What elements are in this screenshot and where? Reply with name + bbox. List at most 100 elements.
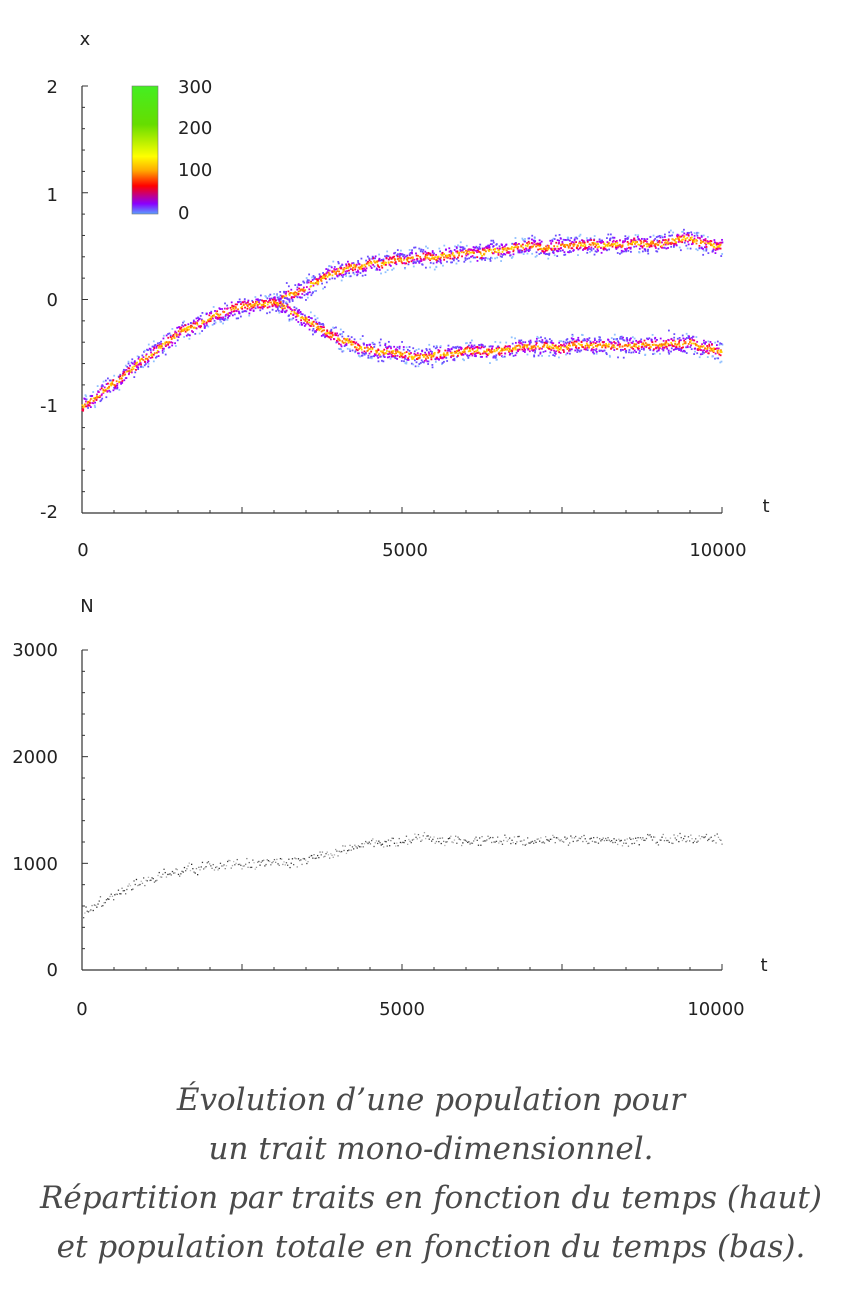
heatmap-cell (657, 349, 660, 352)
scatter-point (379, 842, 381, 844)
heatmap-cell (357, 261, 360, 264)
heatmap-cell (405, 346, 408, 349)
heatmap-cell (641, 246, 644, 249)
heatmap-cell (515, 242, 517, 244)
heatmap-cell (346, 270, 349, 272)
heatmap-cell (621, 345, 624, 348)
scatter-point (171, 870, 174, 873)
scatter-point (578, 837, 580, 839)
scatter-point (655, 842, 657, 844)
heatmap-cell (711, 350, 714, 352)
heatmap-cell (333, 338, 336, 341)
scatter-point (332, 856, 334, 858)
heatmap-cell (641, 250, 644, 253)
heatmap-cell (471, 251, 474, 254)
heatmap-cell (292, 296, 294, 299)
scatter-point (246, 857, 248, 860)
heatmap-cell (119, 373, 122, 376)
heatmap-cell (595, 352, 598, 355)
heatmap-cell (444, 254, 447, 257)
scatter-point (229, 859, 231, 862)
heatmap-cell (285, 294, 288, 297)
heatmap-cell (112, 379, 114, 382)
heatmap-cell (504, 345, 507, 348)
heatmap-cell (612, 236, 615, 239)
heatmap-cell (678, 246, 681, 249)
heatmap-cell (391, 261, 394, 264)
heatmap-cell (603, 344, 606, 347)
scatter-point (677, 835, 679, 837)
heatmap-cell (233, 313, 236, 316)
heatmap-cell (110, 384, 113, 387)
scatter-point (699, 838, 702, 840)
heatmap-cell (308, 324, 311, 327)
heatmap-cell (610, 347, 612, 350)
heatmap-cell (327, 269, 329, 272)
heatmap-cell (428, 252, 430, 255)
heatmap-cell (500, 253, 503, 255)
scatter-point (155, 880, 157, 882)
heatmap-cell (703, 339, 705, 342)
heatmap-cell (463, 359, 465, 362)
heatmap-cell (437, 349, 440, 351)
heatmap-cell (633, 245, 636, 248)
heatmap-cell (486, 353, 489, 356)
heatmap-cell (499, 255, 502, 258)
heatmap-cell (348, 263, 351, 266)
heatmap-cell (667, 247, 669, 249)
heatmap-cell (667, 242, 670, 245)
heatmap-cell (521, 243, 524, 246)
heatmap-cell (178, 326, 181, 328)
heatmap-cell (667, 339, 670, 342)
heatmap-cell (385, 352, 388, 355)
heatmap-cell (608, 354, 611, 357)
heatmap-cell (487, 244, 489, 247)
heatmap-cell (127, 360, 130, 363)
heatmap-cell (229, 306, 232, 309)
heatmap-cell (558, 341, 561, 344)
heatmap-cell (649, 349, 652, 351)
heatmap-cell (485, 350, 488, 353)
heatmap-cell (613, 333, 616, 336)
heatmap-cell (438, 349, 441, 352)
heatmap-cell (265, 299, 267, 302)
heatmap-cell (463, 260, 466, 263)
scatter-point (289, 866, 291, 869)
heatmap-cell (574, 236, 577, 239)
heatmap-cell (282, 295, 285, 298)
heatmap-cell (490, 239, 493, 242)
heatmap-cell (428, 354, 431, 357)
heatmap-cell (93, 397, 96, 400)
heatmap-cell (159, 347, 162, 349)
heatmap-cell (505, 249, 508, 252)
heatmap-cell (288, 294, 291, 297)
heatmap-cell (587, 339, 590, 341)
scatter-point (639, 837, 642, 839)
heatmap-cell (270, 301, 272, 304)
scatter-point (446, 841, 448, 843)
heatmap-cell (476, 256, 479, 259)
heatmap-cell (330, 328, 333, 331)
heatmap-cell (516, 247, 519, 250)
heatmap-cell (654, 245, 657, 248)
scatter-point (686, 839, 688, 842)
heatmap-cell (528, 242, 531, 245)
heatmap-cell (534, 346, 537, 349)
heatmap-cell (685, 244, 688, 247)
heatmap-cell (541, 341, 544, 344)
heatmap-cell (550, 339, 553, 342)
heatmap-cell (470, 352, 473, 355)
heatmap-cell (246, 307, 249, 310)
heatmap-cell (406, 260, 409, 263)
heatmap-cell (394, 355, 397, 357)
heatmap-cell (579, 233, 582, 236)
heatmap-cell (688, 335, 690, 338)
heatmap-cell (403, 356, 406, 359)
scatter-point (518, 835, 520, 838)
heatmap-cell (666, 347, 669, 350)
scatter-point (570, 835, 572, 837)
heatmap-cell (338, 339, 341, 342)
heatmap-cell (200, 318, 203, 321)
heatmap-cell (137, 363, 140, 366)
heatmap-cell (396, 358, 399, 360)
